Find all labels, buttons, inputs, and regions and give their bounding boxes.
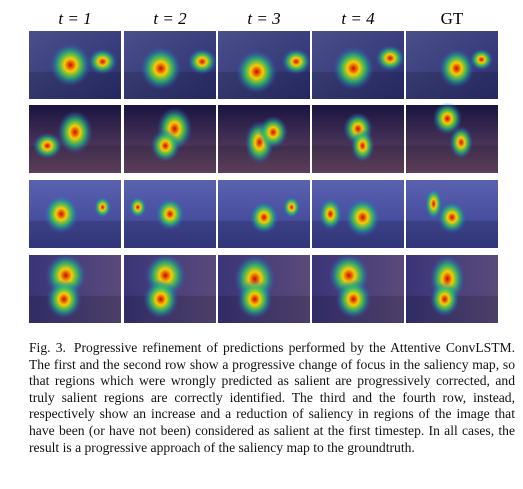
saliency-blob bbox=[93, 196, 112, 219]
column-header: GT bbox=[441, 9, 464, 28]
saliency-blob bbox=[237, 279, 273, 319]
saliency-image bbox=[312, 31, 405, 99]
saliency-image bbox=[218, 31, 311, 99]
saliency-blob bbox=[469, 48, 494, 71]
saliency-blob bbox=[344, 197, 381, 237]
saliency-blob bbox=[46, 279, 82, 319]
column-header: t = 3 bbox=[247, 9, 280, 28]
saliency-image bbox=[124, 253, 216, 323]
saliency-image bbox=[312, 253, 404, 323]
column-header: t = 4 bbox=[341, 9, 375, 28]
saliency-image bbox=[29, 105, 121, 173]
saliency-image bbox=[312, 105, 404, 173]
saliency-image bbox=[124, 180, 216, 248]
saliency-blob bbox=[438, 48, 475, 88]
saliency-blob bbox=[258, 115, 288, 149]
saliency-image bbox=[406, 31, 498, 99]
saliency-blob bbox=[249, 201, 279, 234]
saliency-image bbox=[29, 31, 121, 99]
saliency-blob bbox=[43, 194, 79, 234]
saliency-image bbox=[218, 180, 310, 248]
saliency-image bbox=[29, 180, 121, 248]
saliency-blob bbox=[49, 43, 92, 87]
saliency-blob bbox=[350, 129, 375, 163]
saliency-blob bbox=[57, 110, 93, 154]
caption-text: Progressive refinement of predictions pe… bbox=[29, 340, 515, 455]
saliency-blob bbox=[282, 196, 301, 219]
figure: t = 1 t = 2 t = 3 t = 4 GT bbox=[29, 9, 498, 323]
saliency-image bbox=[218, 105, 310, 173]
saliency-blob bbox=[281, 48, 311, 75]
saliency-image bbox=[406, 180, 498, 248]
saliency-image bbox=[218, 254, 310, 323]
caption-label: Fig. 3. bbox=[29, 340, 66, 355]
saliency-blob bbox=[128, 196, 147, 219]
saliency-image bbox=[312, 180, 404, 248]
saliency-blob bbox=[155, 197, 185, 231]
saliency-blob bbox=[432, 102, 463, 135]
saliency-blob bbox=[335, 279, 372, 319]
saliency-blob bbox=[150, 129, 181, 163]
saliency-blob bbox=[87, 48, 118, 75]
saliency-blob bbox=[375, 45, 405, 72]
saliency-image bbox=[124, 105, 216, 173]
saliency-blob bbox=[449, 126, 473, 159]
saliency-image bbox=[124, 31, 217, 99]
saliency-blob bbox=[32, 132, 63, 159]
saliency-image bbox=[406, 102, 498, 173]
saliency-blob bbox=[332, 46, 375, 91]
column-header: t = 1 bbox=[58, 9, 91, 28]
saliency-image bbox=[406, 254, 498, 323]
saliency-blob bbox=[429, 281, 460, 317]
saliency-blob bbox=[424, 187, 443, 221]
column-header: t = 2 bbox=[153, 9, 187, 28]
saliency-blob bbox=[437, 201, 467, 234]
saliency-blob bbox=[140, 46, 182, 91]
saliency-blob bbox=[236, 50, 278, 94]
saliency-image bbox=[29, 253, 121, 323]
caption: Fig. 3. Progressive refinement of predict… bbox=[29, 340, 515, 456]
saliency-blob bbox=[187, 48, 217, 75]
saliency-blob bbox=[143, 279, 179, 319]
saliency-blob bbox=[318, 197, 343, 231]
